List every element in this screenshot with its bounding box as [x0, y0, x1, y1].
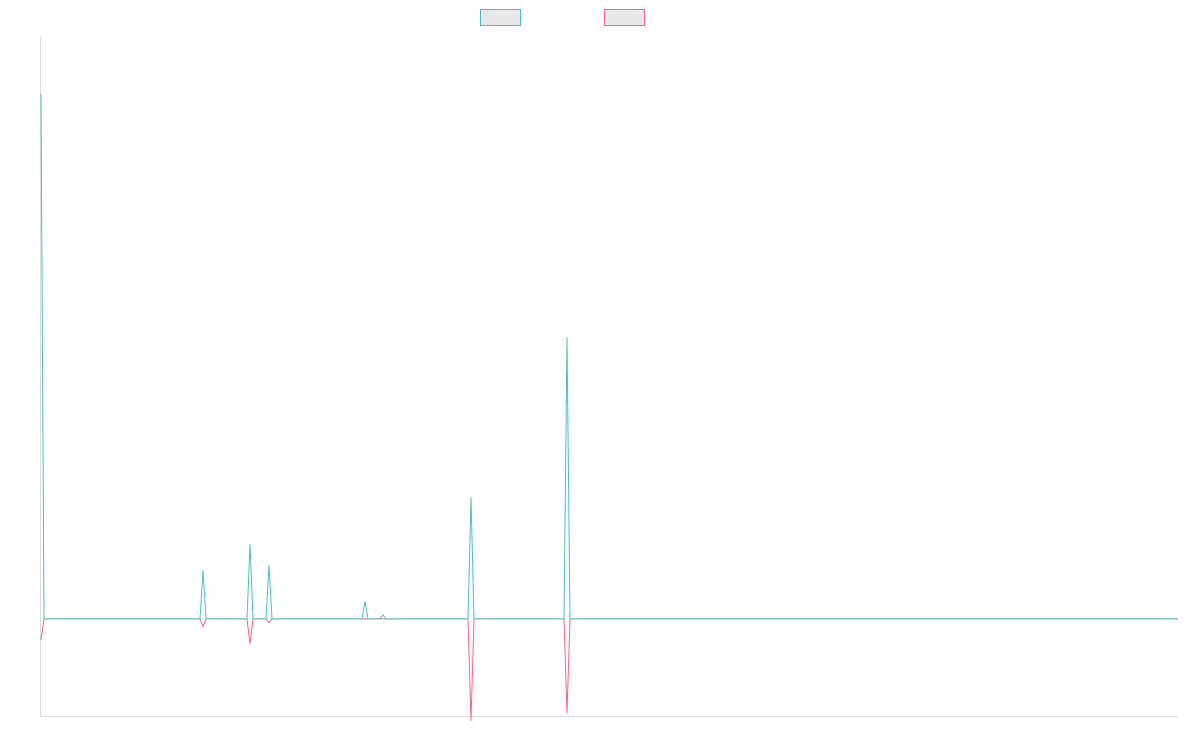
series-group: [40, 94, 1178, 721]
legend-swatch-1[interactable]: [480, 9, 521, 26]
legend[interactable]: [480, 9, 645, 26]
series-line-1[interactable]: [40, 94, 1178, 620]
axes: [40, 36, 1178, 717]
legend-swatch-2[interactable]: [604, 9, 645, 26]
series-line-2[interactable]: [40, 618, 1178, 721]
